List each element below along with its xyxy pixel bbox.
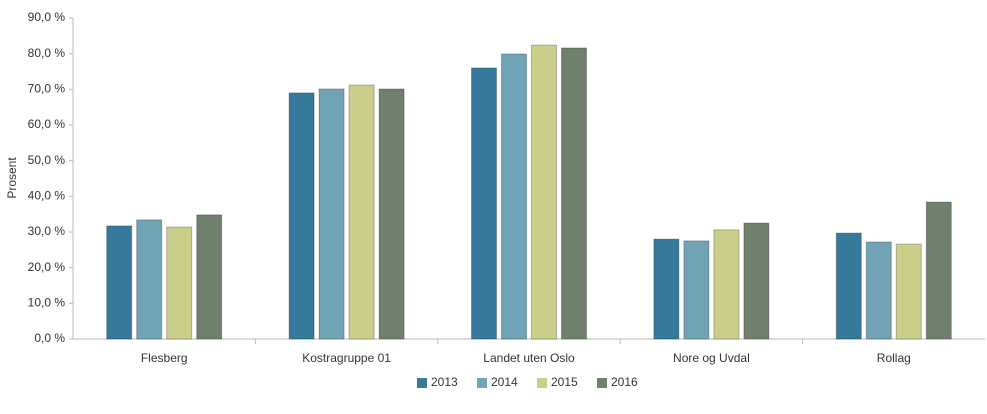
bar bbox=[501, 53, 527, 340]
bar bbox=[136, 219, 163, 340]
bar bbox=[713, 229, 740, 340]
bar bbox=[895, 243, 922, 340]
legend-swatch bbox=[477, 378, 487, 388]
bar bbox=[865, 241, 892, 340]
bar bbox=[378, 88, 405, 340]
bar bbox=[925, 201, 952, 340]
y-tick-label: 0,0 % bbox=[34, 331, 65, 345]
y-tick-label: 30,0 % bbox=[28, 224, 66, 238]
bar bbox=[743, 222, 770, 340]
x-tick-label: Nore og Uvdal bbox=[673, 351, 750, 365]
bar bbox=[531, 44, 557, 340]
bar bbox=[348, 84, 375, 340]
y-tick-label: 90,0 % bbox=[28, 10, 66, 24]
legend-swatch bbox=[417, 378, 427, 388]
x-tick-label: Flesberg bbox=[141, 351, 188, 365]
y-tick-label: 20,0 % bbox=[28, 260, 66, 274]
y-tick-label: 10,0 % bbox=[28, 296, 66, 310]
y-tick-label: 40,0 % bbox=[28, 189, 66, 203]
bar bbox=[288, 92, 315, 340]
y-tick-label: 80,0 % bbox=[28, 46, 66, 60]
y-tick-label: 70,0 % bbox=[28, 82, 66, 96]
x-tick-label: Landet uten Oslo bbox=[483, 351, 575, 365]
bar bbox=[561, 47, 587, 340]
bar bbox=[166, 226, 193, 340]
x-tick-label: Kostragruppe 01 bbox=[302, 351, 391, 365]
y-tick-label: 50,0 % bbox=[28, 153, 66, 167]
legend-swatch bbox=[537, 378, 547, 388]
legend-label: 2015 bbox=[551, 375, 578, 389]
legend-label: 2016 bbox=[611, 375, 638, 389]
bar bbox=[835, 232, 862, 340]
legend-label: 2014 bbox=[491, 375, 518, 389]
bar bbox=[683, 240, 710, 340]
bar bbox=[471, 67, 497, 340]
legend-label: 2013 bbox=[431, 375, 458, 389]
legend-swatch bbox=[597, 378, 607, 388]
bar bbox=[318, 88, 345, 340]
y-axis-label: Prosent bbox=[5, 157, 19, 199]
bar bbox=[653, 238, 680, 340]
bar bbox=[106, 225, 133, 340]
bar bbox=[196, 214, 223, 340]
x-tick-label: Rollag bbox=[877, 351, 911, 365]
y-tick-label: 60,0 % bbox=[28, 117, 66, 131]
